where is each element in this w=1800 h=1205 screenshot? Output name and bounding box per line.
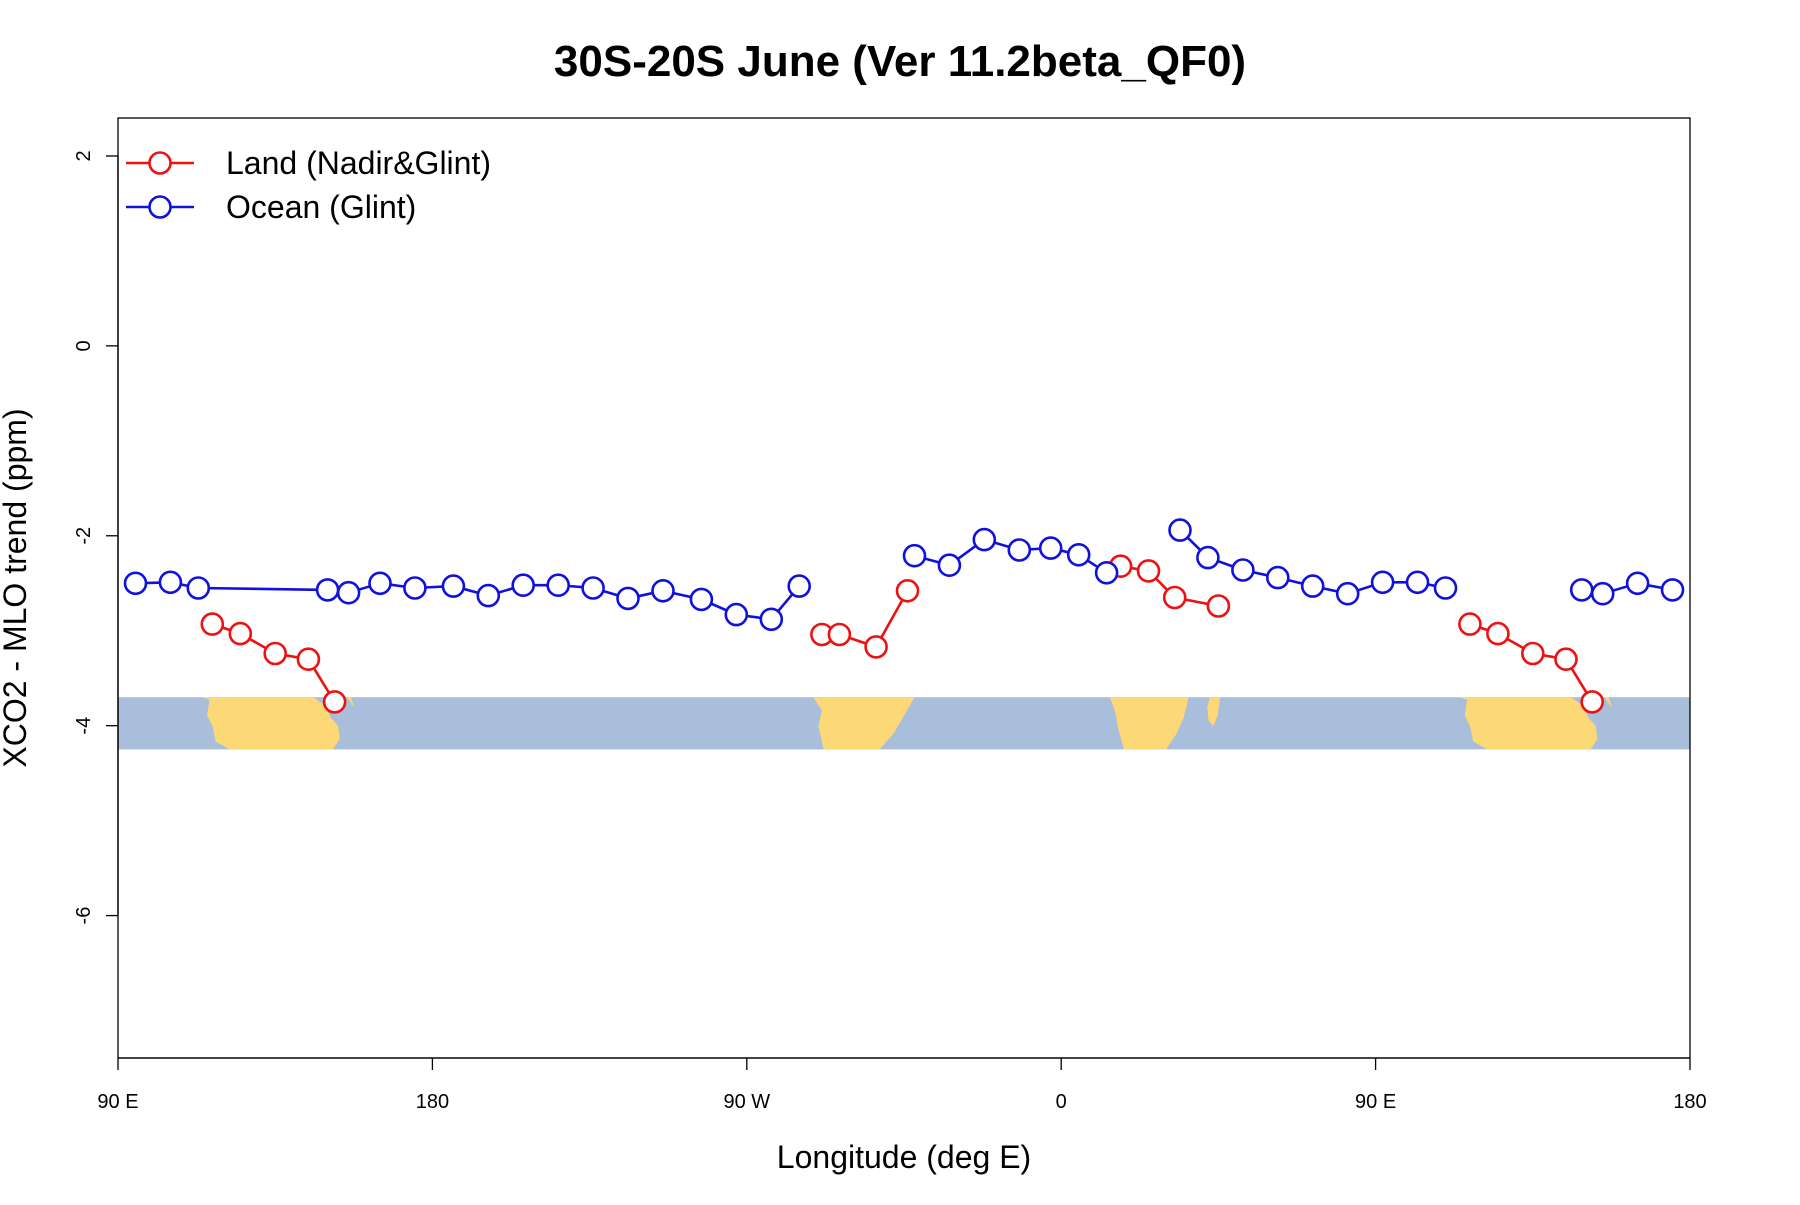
data-point xyxy=(476,583,501,608)
data-point xyxy=(651,578,675,603)
land-ocean-map-strip xyxy=(118,697,1690,750)
data-point xyxy=(1066,542,1091,567)
island-landmass xyxy=(1604,697,1613,708)
data-point xyxy=(1136,559,1161,583)
data-point xyxy=(322,690,347,714)
legend-label: Ocean (Glint) xyxy=(226,189,416,225)
x-tick-label: 180 xyxy=(1673,1091,1706,1113)
x-tick-label: 0 xyxy=(1056,1091,1067,1113)
data-point xyxy=(1458,612,1482,636)
madagascar-landmass xyxy=(1207,697,1221,726)
data-point xyxy=(296,647,321,672)
legend-swatch-marker xyxy=(148,195,172,219)
data-point xyxy=(1094,560,1119,585)
data-point xyxy=(1660,578,1685,602)
data-point xyxy=(200,612,225,636)
data-point xyxy=(186,576,211,600)
data-point xyxy=(787,574,812,598)
data-point xyxy=(228,621,253,646)
data-point xyxy=(158,570,183,595)
x-tick-label: 90 E xyxy=(97,1091,138,1113)
data-point xyxy=(263,641,288,666)
data-point xyxy=(1007,538,1032,562)
data-point xyxy=(1300,574,1325,598)
y-tick-label: -6 xyxy=(73,907,95,925)
y-axis: 2 0 -2 -4 -6 xyxy=(73,150,119,925)
legend-item: Land (Nadir&Glint) xyxy=(126,145,491,181)
data-point xyxy=(895,578,920,603)
data-point xyxy=(1168,518,1192,542)
data-point xyxy=(1038,536,1063,560)
series-ocean xyxy=(123,518,1685,632)
data-point xyxy=(511,573,536,598)
data-point xyxy=(336,580,361,605)
legend-swatch-marker xyxy=(148,151,172,175)
x-axis-label: Longitude (deg E) xyxy=(777,1139,1031,1175)
data-point xyxy=(1266,565,1290,590)
data-point xyxy=(441,574,466,598)
x-axis: 90 E 180 90 W 0 90 E 180 xyxy=(97,1057,1707,1113)
data-point xyxy=(972,527,997,552)
y-tick-label: -4 xyxy=(73,717,95,735)
data-point xyxy=(827,622,852,647)
data-point xyxy=(616,586,640,611)
australia-landmass xyxy=(201,697,340,750)
data-point xyxy=(1335,581,1360,606)
data-point xyxy=(759,607,784,632)
island-landmass xyxy=(346,697,355,708)
data-point xyxy=(689,587,714,612)
data-point xyxy=(1569,578,1594,602)
legend-item: Ocean (Glint) xyxy=(126,189,416,225)
data-point xyxy=(123,571,148,596)
africa-landmass xyxy=(1110,697,1189,750)
y-tick-label: 2 xyxy=(73,150,95,161)
series-line xyxy=(1120,564,1219,608)
data-point xyxy=(1521,641,1545,666)
data-point xyxy=(1405,570,1430,595)
data-point xyxy=(1370,570,1395,595)
data-point xyxy=(315,578,340,602)
data-point xyxy=(1433,576,1458,600)
data-point xyxy=(1162,585,1187,610)
legend: Land (Nadir&Glint) Ocean (Glint) xyxy=(126,145,491,225)
data-point xyxy=(1580,690,1604,714)
series-layer xyxy=(123,518,1685,714)
data-point xyxy=(1206,594,1231,618)
data-point xyxy=(1625,571,1650,596)
data-point xyxy=(1231,558,1255,582)
data-point xyxy=(1486,621,1510,646)
australia-landmass-repeat xyxy=(1459,697,1598,750)
south-america-landmass xyxy=(813,697,915,750)
data-point xyxy=(902,543,927,568)
data-point xyxy=(368,571,392,596)
x-tick-label: 90 E xyxy=(1355,1091,1396,1113)
data-point xyxy=(864,635,888,659)
data-point xyxy=(1590,581,1615,606)
data-point xyxy=(1554,647,1578,672)
chart-title: 30S-20S June (Ver 11.2beta_QF0) xyxy=(554,37,1246,86)
data-point xyxy=(546,573,571,598)
x-tick-label: 180 xyxy=(416,1091,449,1113)
x-tick-label: 90 W xyxy=(723,1091,770,1113)
legend-label: Land (Nadir&Glint) xyxy=(226,145,491,181)
series-land xyxy=(200,554,1604,714)
data-point xyxy=(581,576,605,600)
y-axis-label: XCO2 - MLO trend (ppm) xyxy=(0,408,33,767)
data-point xyxy=(1196,545,1220,570)
data-point xyxy=(937,553,962,578)
data-point xyxy=(724,602,749,627)
y-tick-label: -2 xyxy=(73,527,95,545)
y-tick-label: 0 xyxy=(73,340,95,351)
data-point xyxy=(403,576,427,600)
